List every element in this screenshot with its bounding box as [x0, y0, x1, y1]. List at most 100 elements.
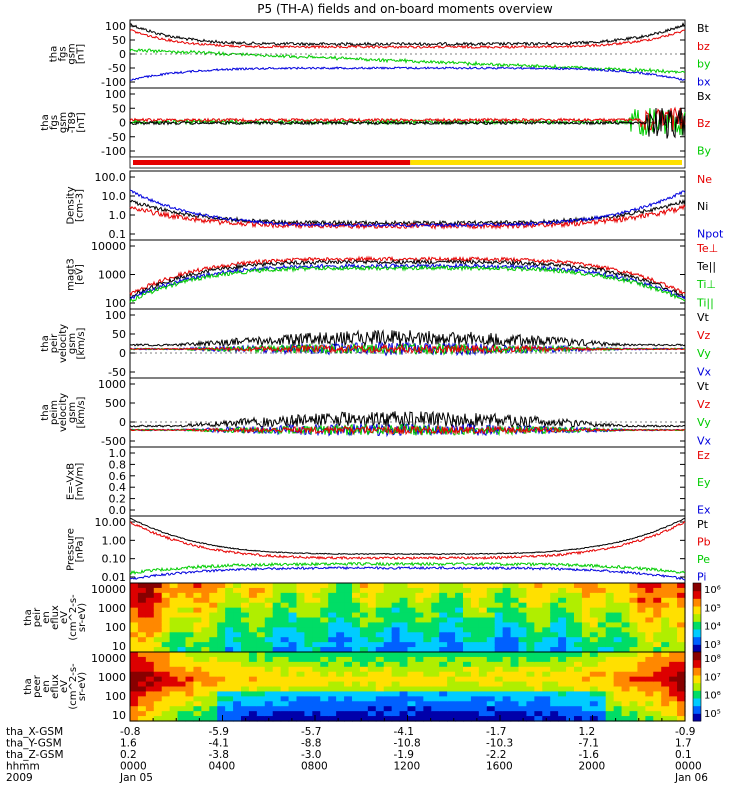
- spectrogram-cell: [344, 671, 353, 678]
- spectrogram-cell: [645, 706, 654, 712]
- spectrogram-cell: [621, 711, 631, 717]
- spectrogram-cell: [399, 587, 409, 594]
- spectrogram-cell: [431, 661, 440, 668]
- spectrogram-cell: [645, 696, 654, 702]
- spectrogram-cell: [225, 587, 234, 594]
- spectrogram-cell: [248, 587, 258, 594]
- spectrogram-cell: [574, 711, 583, 717]
- spectrogram-cell: [185, 602, 195, 609]
- spectrogram-cell: [161, 671, 171, 678]
- spectrogram-cell: [375, 597, 385, 604]
- spectrogram-cell: [217, 607, 226, 614]
- spectrogram-cell: [280, 637, 290, 643]
- spectrogram-cell: [423, 681, 432, 688]
- spectrogram-cell: [431, 656, 440, 663]
- spectrogram-cell: [145, 592, 155, 599]
- spectrogram-cell: [201, 676, 210, 683]
- spectrogram-cell: [209, 716, 218, 722]
- spectrogram-cell: [359, 642, 369, 648]
- spectrogram-cell: [502, 592, 512, 599]
- spectrogram-cell: [169, 691, 179, 697]
- spectrogram-cell: [145, 583, 155, 589]
- series-te-perp: [129, 255, 686, 297]
- spectrogram-cell: [431, 652, 440, 658]
- ylabel-line: E=-VxB: [66, 463, 77, 500]
- series-pt: [129, 517, 686, 556]
- spectrogram-cell: [359, 681, 369, 688]
- spectrogram-cell: [605, 597, 615, 604]
- spectrogram-cell: [367, 701, 377, 707]
- spectrogram-cell: [534, 661, 543, 668]
- spectrogram-cell: [193, 671, 202, 678]
- spectrogram-cell: [534, 642, 543, 648]
- spectrogram-cell: [320, 602, 329, 609]
- spectrogram-cell: [169, 602, 179, 609]
- spectrogram-cell: [542, 607, 551, 614]
- spectrogram-cell: [264, 632, 274, 638]
- spectrogram-cell: [272, 583, 282, 589]
- legend-ne: Ne: [697, 173, 712, 186]
- spectrogram-cell: [542, 656, 551, 663]
- spectrogram-cell: [589, 691, 599, 697]
- spectrogram-cell: [653, 691, 662, 697]
- spectrogram-cell: [344, 666, 353, 673]
- spectrogram-cell: [201, 637, 210, 643]
- spectrogram-cell: [605, 642, 615, 648]
- spectrogram-cell: [661, 676, 670, 683]
- spectrogram-cell: [336, 656, 345, 663]
- spectrogram-cell: [581, 647, 591, 653]
- spectrogram-cell: [185, 716, 195, 722]
- spectrogram-cell: [486, 592, 496, 599]
- spectrogram-cell: [455, 671, 464, 678]
- spectrogram-cell: [145, 597, 155, 604]
- spectrogram-cell: [383, 706, 393, 712]
- spectrogram-cell: [296, 587, 306, 594]
- spectrogram-cell: [161, 632, 171, 638]
- series-pb: [129, 520, 686, 561]
- ylabel-line: fgs: [49, 115, 60, 130]
- spectrogram-cell: [336, 583, 345, 589]
- spectrogram-cell: [383, 711, 393, 717]
- mode-bar-segment-1: [410, 160, 682, 165]
- ytick-label: 0.8: [109, 458, 127, 471]
- spectrogram-cell: [629, 696, 639, 702]
- spectrogram-cell: [320, 627, 329, 633]
- spectrogram-cell: [352, 597, 361, 604]
- ytick-label: 1000: [98, 671, 126, 684]
- spectrogram-cell: [209, 637, 218, 643]
- spectrogram-cell: [502, 607, 512, 614]
- spectrogram-cell: [391, 681, 401, 688]
- spectrogram-cell: [248, 706, 258, 712]
- spectrogram-cell: [399, 686, 409, 693]
- spectrogram-cell: [613, 592, 623, 599]
- spectrogram-cell: [344, 681, 353, 688]
- spectrogram-cell: [153, 632, 163, 638]
- spectrogram-cell: [201, 617, 210, 624]
- colorbar-swatch: [693, 636, 701, 645]
- spectrogram-cell: [272, 691, 282, 697]
- spectrogram-cell: [336, 597, 345, 604]
- spectrogram-cell: [344, 661, 353, 668]
- spectrogram-cell: [463, 691, 472, 697]
- spectrogram-cell: [478, 612, 488, 619]
- ytick-label: -50: [108, 131, 126, 144]
- spectrogram-cell: [534, 607, 543, 614]
- spectrogram-cell: [352, 637, 361, 643]
- series-bx: [130, 66, 686, 81]
- spectrogram-cell: [304, 617, 313, 624]
- spectrogram-cell: [217, 642, 226, 648]
- spectrogram-cell: [653, 701, 662, 707]
- spectrogram-cell: [415, 602, 424, 609]
- spectrogram-cell: [248, 607, 258, 614]
- spectrogram-cell: [185, 691, 195, 697]
- spectrogram-cell: [304, 647, 313, 653]
- spectrogram-cell: [605, 583, 615, 589]
- spectrogram-cell: [145, 686, 155, 693]
- xaxis-value: -3.8: [209, 749, 230, 761]
- spectrogram-cell: [542, 602, 551, 609]
- ylabel-line: tha: [23, 678, 34, 694]
- spectrogram-cell: [574, 632, 583, 638]
- spectrogram-cell: [375, 632, 385, 638]
- spectrogram-cell: [653, 671, 662, 678]
- spectrogram-cell: [375, 652, 385, 658]
